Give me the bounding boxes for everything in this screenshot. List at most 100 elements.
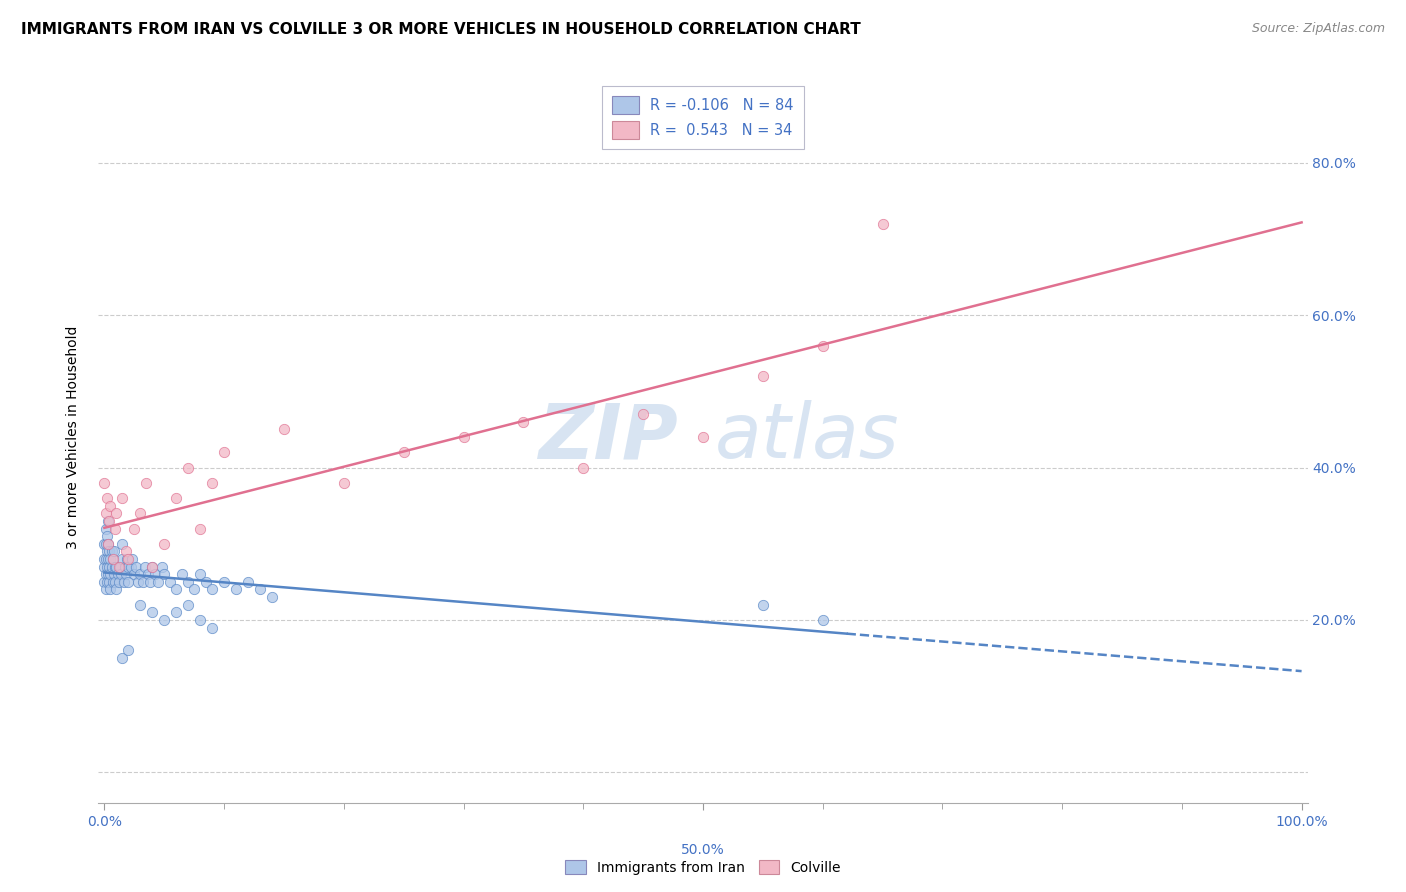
Point: [97, 537, 120, 551]
Point: [811, 339, 834, 353]
Point: [752, 369, 775, 384]
Point: [692, 430, 714, 444]
Point: [201, 475, 224, 490]
Point: [103, 544, 125, 558]
Point: [115, 552, 138, 566]
Point: [212, 574, 235, 589]
Point: [236, 574, 259, 589]
Point: [94, 582, 117, 597]
Point: [111, 552, 134, 566]
Point: [117, 643, 139, 657]
Text: Source: ZipAtlas.com: Source: ZipAtlas.com: [1251, 22, 1385, 36]
Point: [188, 613, 211, 627]
Point: [105, 582, 128, 597]
Point: [148, 574, 170, 589]
Point: [134, 559, 156, 574]
Point: [97, 552, 120, 566]
Point: [98, 574, 121, 589]
Point: [201, 621, 224, 635]
Text: atlas: atlas: [716, 401, 900, 474]
Point: [153, 537, 176, 551]
Point: [93, 475, 115, 490]
Point: [872, 217, 894, 231]
Point: [153, 613, 176, 627]
Point: [188, 567, 211, 582]
Point: [141, 559, 163, 574]
Point: [165, 605, 187, 619]
Point: [120, 559, 142, 574]
Point: [103, 567, 125, 582]
Point: [124, 567, 146, 582]
Y-axis label: 3 or more Vehicles in Household: 3 or more Vehicles in Household: [66, 326, 80, 549]
Point: [150, 559, 173, 574]
Point: [212, 445, 235, 459]
Point: [124, 559, 146, 574]
Point: [117, 559, 139, 574]
Point: [631, 407, 654, 421]
Point: [153, 567, 176, 582]
Point: [104, 574, 127, 589]
Point: [165, 491, 187, 505]
Point: [811, 613, 834, 627]
Point: [201, 582, 224, 597]
Point: [127, 574, 149, 589]
Point: [100, 559, 122, 574]
Point: [94, 521, 117, 535]
Point: [105, 506, 128, 520]
Point: [100, 544, 122, 558]
Point: [97, 537, 120, 551]
Point: [110, 567, 132, 582]
Point: [100, 499, 122, 513]
Point: [112, 574, 135, 589]
Point: [93, 552, 115, 566]
Point: [100, 567, 122, 582]
Point: [249, 582, 271, 597]
Point: [101, 552, 124, 566]
Point: [114, 559, 136, 574]
Point: [225, 582, 247, 597]
Point: [97, 514, 120, 528]
Point: [96, 574, 118, 589]
Point: [135, 475, 157, 490]
Point: [105, 559, 128, 574]
Point: [333, 475, 356, 490]
Point: [177, 574, 200, 589]
Point: [177, 460, 200, 475]
Point: [111, 651, 134, 665]
Point: [572, 460, 595, 475]
Point: [392, 445, 415, 459]
Point: [101, 552, 124, 566]
Point: [129, 506, 152, 520]
Legend: R = -0.106   N = 84, R =  0.543   N = 34: R = -0.106 N = 84, R = 0.543 N = 34: [602, 86, 804, 149]
Point: [101, 574, 124, 589]
Point: [117, 574, 139, 589]
Point: [139, 574, 162, 589]
Point: [93, 574, 115, 589]
Point: [141, 605, 163, 619]
Legend: Immigrants from Iran, Colville: Immigrants from Iran, Colville: [560, 855, 846, 880]
Point: [172, 567, 194, 582]
Point: [117, 552, 139, 566]
Point: [100, 552, 122, 566]
Point: [143, 567, 166, 582]
Point: [141, 559, 163, 574]
Point: [183, 582, 205, 597]
Point: [195, 574, 218, 589]
Point: [752, 598, 775, 612]
Point: [97, 567, 120, 582]
Point: [94, 537, 117, 551]
Point: [273, 422, 295, 436]
Point: [107, 567, 129, 582]
Point: [121, 552, 143, 566]
Point: [129, 567, 152, 582]
Point: [96, 491, 118, 505]
Point: [98, 514, 121, 528]
Point: [104, 521, 127, 535]
Point: [115, 544, 138, 558]
Text: 50.0%: 50.0%: [681, 843, 725, 857]
Point: [94, 506, 117, 520]
Point: [111, 491, 134, 505]
Point: [94, 552, 117, 566]
Point: [188, 521, 211, 535]
Point: [136, 567, 159, 582]
